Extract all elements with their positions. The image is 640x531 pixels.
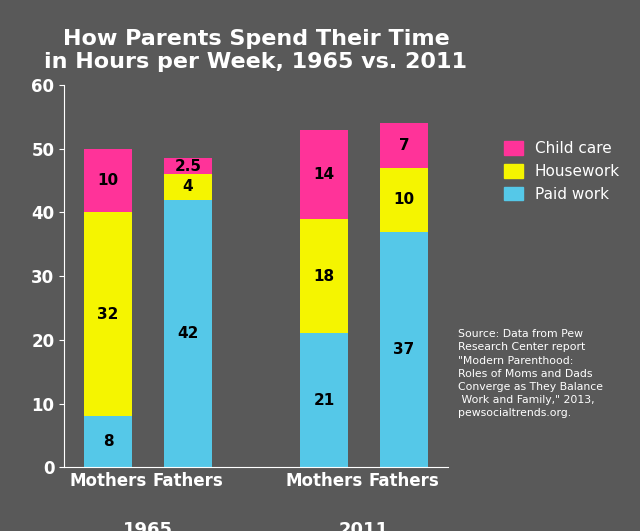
Bar (84, 149, 132, 212)
Text: 42: 42 (177, 326, 198, 341)
Text: 10: 10 (394, 192, 415, 207)
Text: 10: 10 (97, 173, 118, 188)
Bar (164, 158, 212, 174)
Bar (300, 130, 348, 219)
Text: 8: 8 (102, 434, 113, 449)
Text: 14: 14 (314, 167, 335, 182)
Bar (300, 333, 348, 467)
Bar (380, 168, 428, 232)
Bar (84, 416, 132, 467)
Bar (84, 212, 132, 416)
Text: 18: 18 (314, 269, 335, 284)
Text: 1965: 1965 (123, 521, 173, 531)
Text: 37: 37 (394, 342, 415, 357)
Legend: Child care, Housework, Paid work: Child care, Housework, Paid work (498, 135, 626, 208)
Bar (380, 232, 428, 467)
Bar (164, 200, 212, 467)
Text: 2011: 2011 (339, 521, 389, 531)
Text: 32: 32 (97, 307, 118, 322)
Text: 2.5: 2.5 (175, 159, 202, 174)
Text: Source: Data from Pew
Research Center report
"Modern Parenthood:
Roles of Moms a: Source: Data from Pew Research Center re… (458, 329, 603, 418)
Text: 7: 7 (399, 138, 410, 153)
Bar (380, 123, 428, 168)
Bar (300, 219, 348, 333)
Text: 4: 4 (182, 179, 193, 194)
Text: 21: 21 (314, 393, 335, 408)
Title: How Parents Spend Their Time
in Hours per Week, 1965 vs. 2011: How Parents Spend Their Time in Hours pe… (45, 29, 467, 72)
Bar (164, 174, 212, 200)
